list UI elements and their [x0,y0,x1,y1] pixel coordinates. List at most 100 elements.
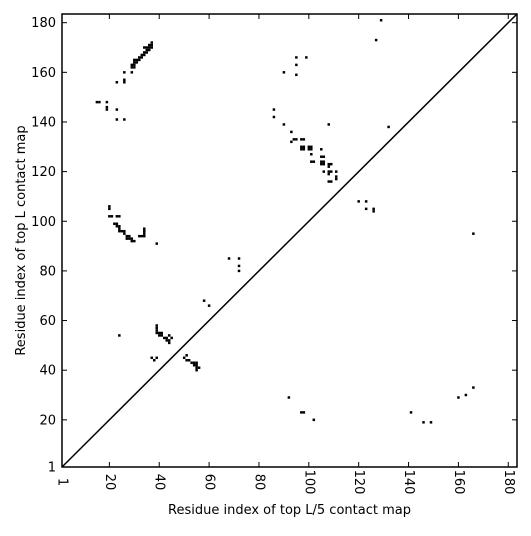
contact-point [292,138,296,141]
contact-point [143,234,146,238]
x-tick-label: 60 [202,474,217,491]
contact-point [115,224,119,228]
contact-point [290,140,293,144]
contact-point [115,222,119,225]
contact-point [150,46,153,49]
contact-point [182,356,186,360]
contact-point [98,100,101,104]
contact-point [237,269,241,273]
contact-point [115,108,119,111]
contact-point [472,232,475,235]
contact-point [295,138,298,141]
contact-point [155,331,158,335]
contact-point [195,368,198,372]
axis-ticks [61,14,517,468]
contact-point [123,229,126,233]
contact-point [150,41,153,44]
contact-point [300,138,303,141]
contact-point [108,215,111,218]
tick-labels: 1 20 40 60 80 100 120 140 160 1801204060801001201… [31,16,516,494]
contact-point [302,148,306,151]
contact-point [128,237,131,240]
contact-point [322,170,326,173]
contact-point [312,418,316,422]
contact-point [327,170,331,173]
contact-point [429,421,433,424]
contact-point [302,145,306,149]
contact-point [150,356,153,360]
contact-point [157,331,161,335]
contact-point [170,336,173,340]
x-tick-label: 100 [301,470,316,495]
contact-point [187,359,191,362]
contact-point [167,339,171,342]
y-tick-label: 60 [39,314,56,329]
contact-point [155,326,158,330]
contact-point [409,411,413,414]
contact-point [143,232,146,235]
contact-point [160,331,163,335]
contact-point [457,396,460,399]
contact-point [133,61,136,64]
x-tick-label: 160 [451,470,466,495]
contact-point [155,356,158,360]
contact-point [207,304,211,307]
contact-point [153,359,156,362]
contact-point [135,61,139,64]
contact-point [320,155,323,158]
contact-point [320,160,323,163]
contact-point [330,180,333,183]
contact-point [128,234,131,238]
contact-point [167,334,171,337]
contact-point [320,162,323,166]
contact-point [295,73,298,77]
contact-point [272,115,276,119]
contact-point [105,100,109,104]
contact-point [105,108,109,111]
contact-point [155,329,158,332]
contact-point [330,170,333,173]
contact-point [190,361,193,364]
contact-point [327,162,331,166]
contact-point [130,71,134,74]
contact-point [322,160,326,163]
contact-point [305,56,308,59]
contact-point [195,366,198,369]
contact-point [237,264,241,268]
contact-point [115,81,119,84]
contact-point [322,155,326,158]
contact-point [192,361,196,364]
contact-point [335,177,338,181]
contact-point [310,160,313,163]
contact-point [364,200,368,203]
contact-point [327,123,331,126]
contact-point [160,334,163,337]
contact-point [133,239,136,243]
contact-point [138,56,141,59]
contact-point [312,160,316,163]
contact-point [115,118,119,121]
contact-point [123,81,126,84]
x-tick-label: 1 [55,478,70,486]
y-tick-label: 100 [31,215,56,230]
contact-point [302,138,306,141]
contact-point [108,205,111,208]
contact-point [157,334,161,337]
contact-point [113,222,116,225]
contact-point [135,58,139,62]
contact-point [372,210,375,213]
y-tick-label: 40 [39,364,56,379]
contact-point [125,234,129,238]
contact-point [310,148,313,151]
contact-point [105,105,109,109]
contact-point [162,336,166,340]
contact-point [282,71,286,74]
x-tick-label: 20 [102,474,117,491]
contact-point [327,165,331,168]
contact-point [302,411,306,414]
contact-point [192,363,196,367]
contact-point [123,232,126,235]
y-tick-label: 120 [31,165,56,180]
contact-point [123,78,126,82]
